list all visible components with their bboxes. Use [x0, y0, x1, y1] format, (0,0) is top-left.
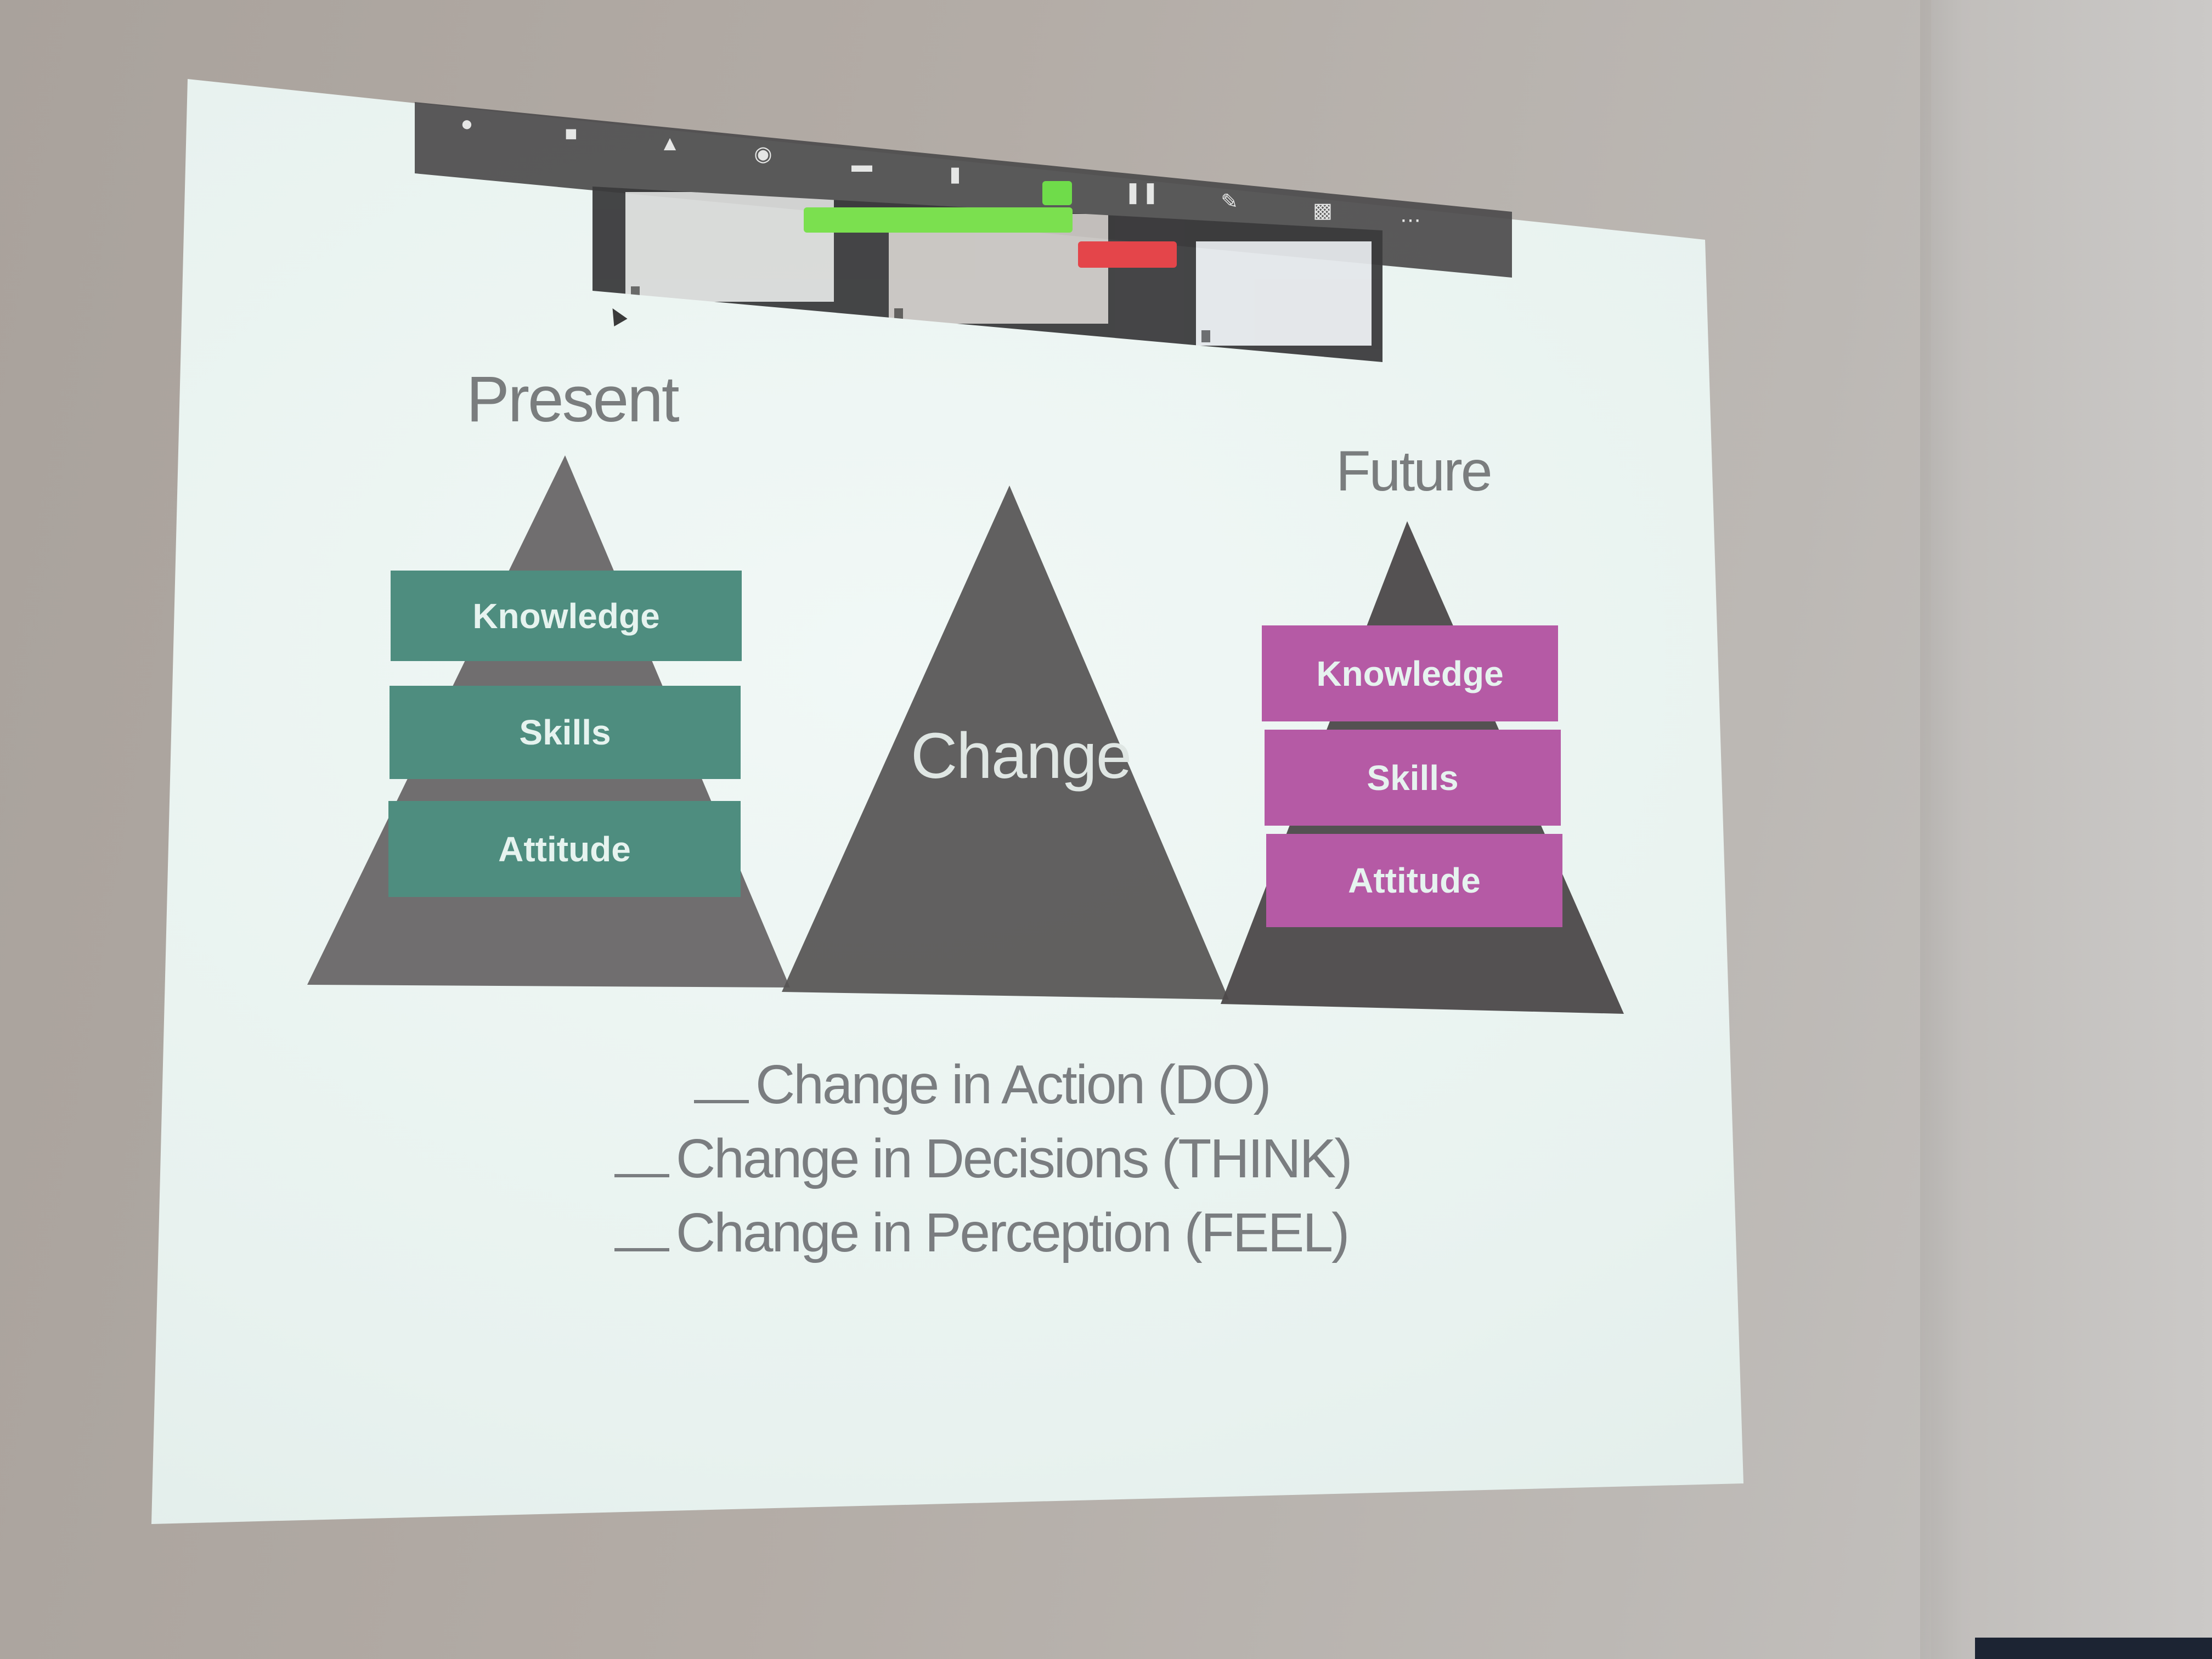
remote-control-icon[interactable]: ▩ [1313, 199, 1333, 222]
participant-name-label [1201, 330, 1211, 342]
polls-icon[interactable]: ▮ [949, 163, 961, 186]
video-thumbnail[interactable] [1196, 241, 1372, 346]
blank-checkbox-line [614, 1210, 669, 1251]
stop-share-button[interactable] [1078, 241, 1177, 268]
more-icon[interactable]: ⋯ [1400, 209, 1421, 232]
checklist-text: Change in Decisions (THINK) [676, 1128, 1353, 1189]
chat-icon[interactable]: ▬ [851, 154, 872, 177]
annotate-icon[interactable]: ✎ [1221, 190, 1238, 213]
participants-icon[interactable]: ◉ [754, 143, 772, 166]
present-attitude-layer: Attitude [388, 801, 741, 897]
present-knowledge-layer: Knowledge [391, 571, 742, 661]
new-share-icon[interactable] [1042, 181, 1072, 205]
future-skills-layer: Skills [1265, 730, 1561, 826]
present-heading: Present [466, 363, 680, 436]
checklist-item-action: Change in Action (DO) [694, 1053, 1271, 1116]
present-skills-layer: Skills [390, 686, 741, 779]
checklist-item-decisions: Change in Decisions (THINK) [614, 1127, 1353, 1190]
microphone-icon[interactable]: ● [460, 112, 473, 136]
video-icon[interactable]: ■ [565, 122, 578, 145]
security-icon[interactable]: ▲ [659, 132, 680, 155]
screen-share-status-bar [804, 207, 1073, 233]
checklist-text: Change in Action (DO) [755, 1054, 1271, 1115]
blank-checkbox-line [694, 1062, 749, 1103]
pause-share-icon[interactable]: ❚❚ [1124, 181, 1159, 204]
change-pyramid [782, 486, 1229, 1000]
future-attitude-layer: Attitude [1266, 834, 1562, 927]
change-label: Change [911, 720, 1132, 792]
future-knowledge-layer: Knowledge [1262, 625, 1558, 721]
future-heading: Future [1336, 439, 1493, 503]
dark-corner [1975, 1638, 2212, 1659]
screen-edge-shadow [1920, 0, 1964, 1659]
blank-checkbox-line [614, 1136, 669, 1177]
video-thumbnail[interactable] [625, 192, 834, 302]
room-wall [1931, 0, 2212, 1659]
checklist-text: Change in Perception (FEEL) [676, 1202, 1350, 1263]
participant-name-label [894, 308, 904, 320]
checklist-item-perception: Change in Perception (FEEL) [614, 1201, 1350, 1265]
